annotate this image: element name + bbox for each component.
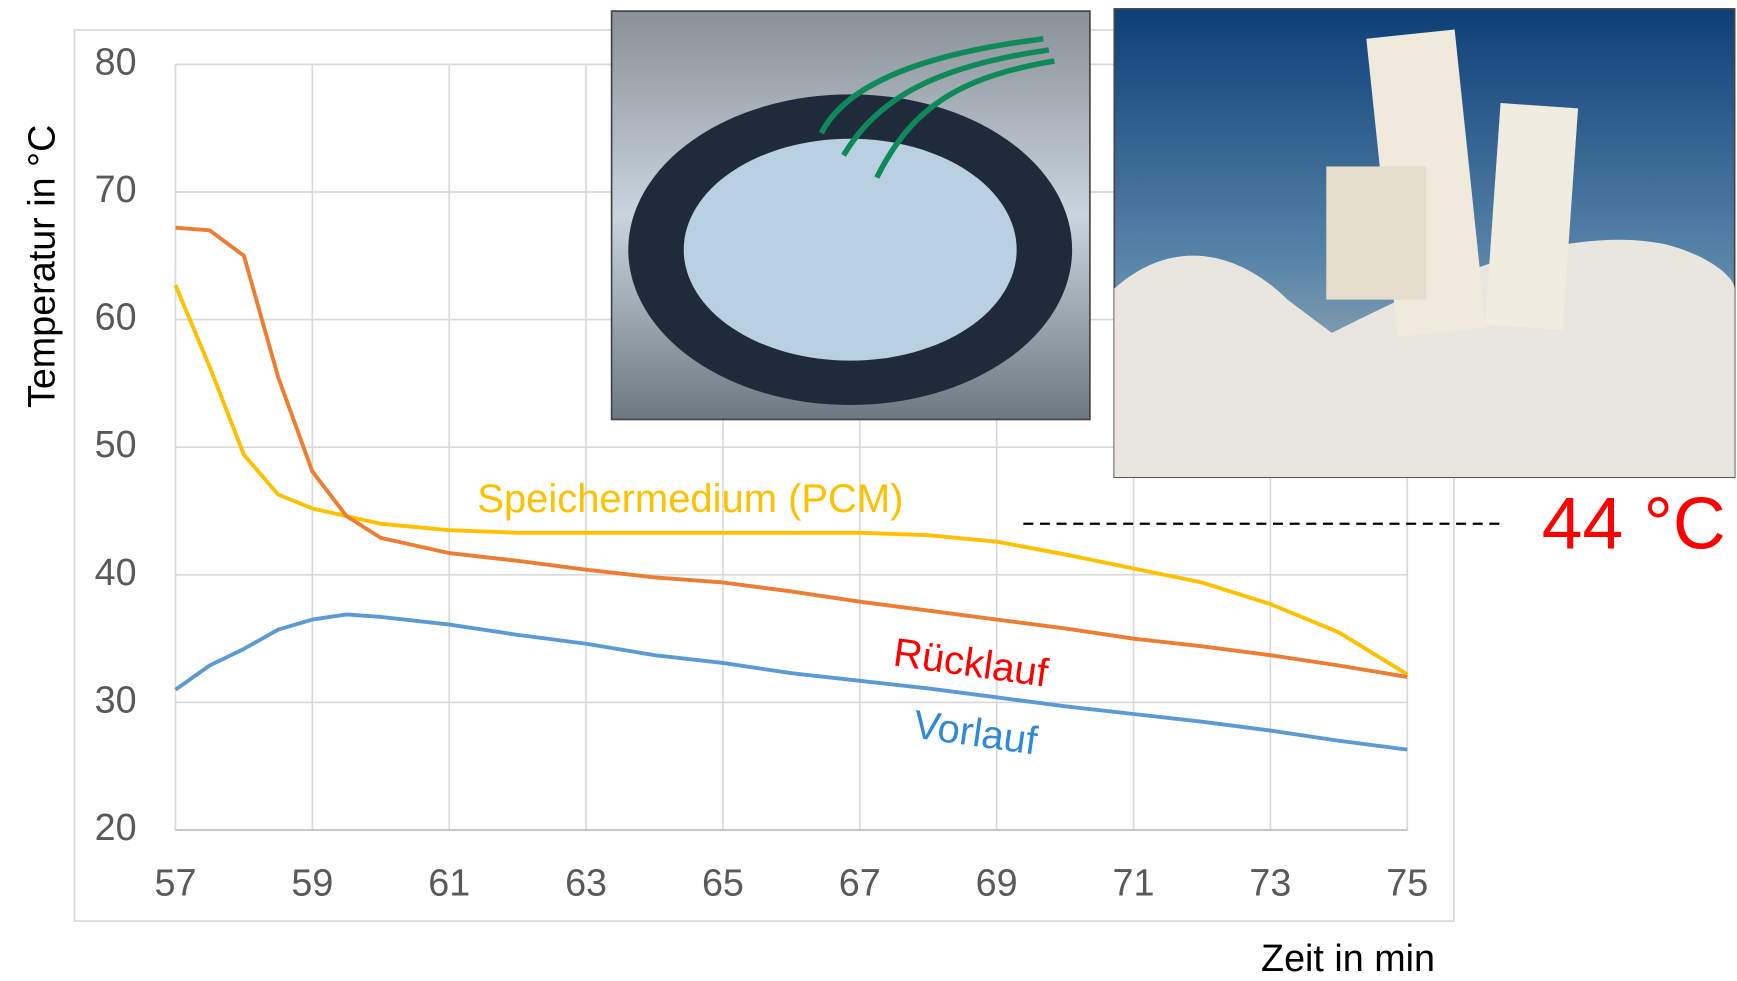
series-label: Vorlauf [911, 703, 1041, 764]
x-tick-label: 65 [702, 862, 744, 904]
crystal-block [1485, 103, 1578, 330]
y-tick-label: 80 [95, 40, 137, 82]
y-tick-label: 60 [95, 296, 137, 338]
x-tick-label: 71 [1113, 862, 1155, 904]
y-tick-label: 40 [95, 551, 137, 593]
y-tick-label: 50 [95, 423, 137, 465]
x-tick-label: 61 [428, 862, 470, 904]
x-tick-label: 67 [839, 862, 881, 904]
series-label: Speichermedium (PCM) [477, 477, 903, 521]
chart: 20 30 40 50 60 70 80 57 59 61 63 65 67 69 71 73 75 Speich… [0, 0, 1737, 981]
series-line [175, 614, 1407, 749]
photo-material [1114, 9, 1734, 477]
y-tick-label: 30 [95, 678, 137, 720]
y-tick-label: 20 [95, 806, 137, 848]
crystal-block [1326, 166, 1426, 299]
y-axis-title: Temperatur in °C [20, 125, 62, 408]
page: {"chart_data": { "type": "line", "x_labe… [0, 0, 1737, 981]
pcm-surface [684, 139, 1017, 361]
photo-storage [612, 11, 1090, 419]
x-axis-title: Zeit in min [1261, 937, 1435, 979]
x-tick-label: 75 [1386, 862, 1428, 904]
x-tick-label: 63 [565, 862, 607, 904]
x-tick-label: 57 [154, 862, 196, 904]
x-tick-label: 59 [291, 862, 333, 904]
x-tick-label: 69 [976, 862, 1018, 904]
x-tick-label: 73 [1249, 862, 1291, 904]
annotation: 44 °C [1542, 483, 1726, 565]
y-tick-label: 70 [95, 168, 137, 210]
